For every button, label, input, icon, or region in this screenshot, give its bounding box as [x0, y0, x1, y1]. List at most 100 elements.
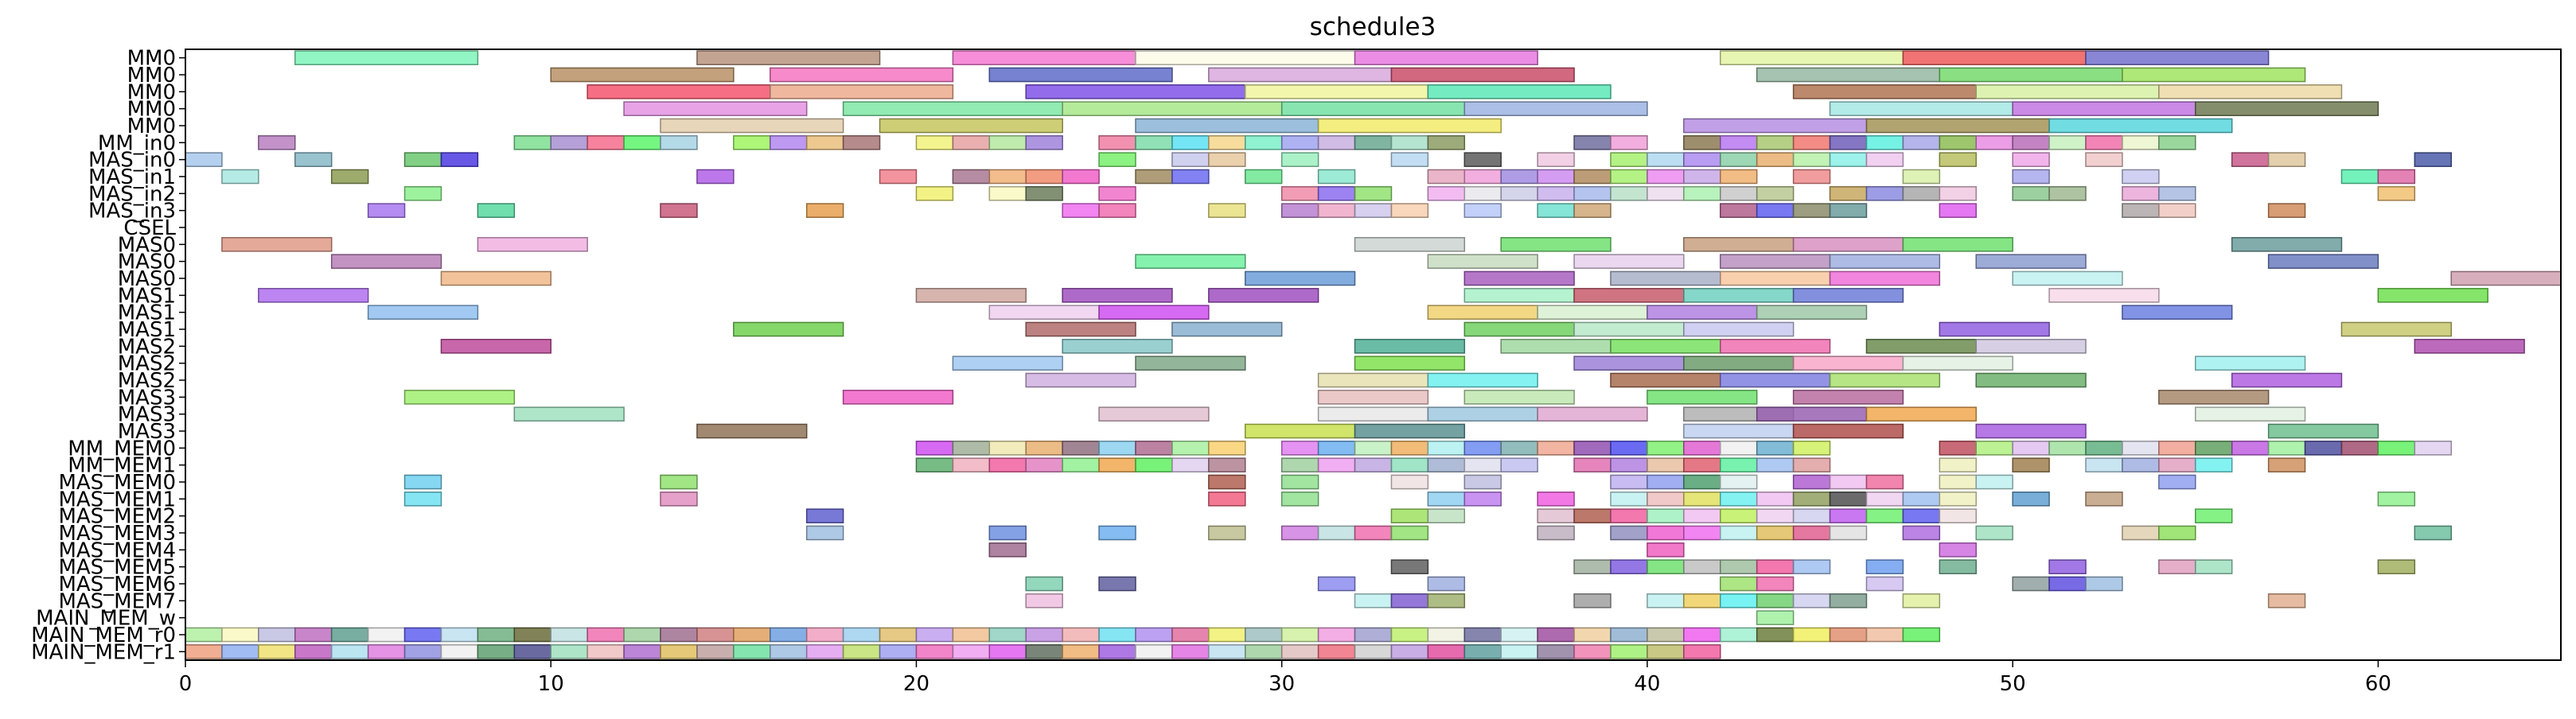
task-bar — [2377, 169, 2416, 185]
task-bar — [1317, 372, 1429, 388]
task-bar — [1720, 186, 1758, 201]
task-bar — [1647, 559, 1685, 574]
task-bar — [1683, 593, 1721, 608]
task-bar — [221, 169, 259, 185]
task-bar — [988, 67, 1173, 83]
task-bar — [1208, 441, 1246, 456]
task-bar — [2377, 441, 2416, 456]
task-bar — [1720, 525, 1758, 541]
task-bar — [1939, 508, 1977, 523]
task-bar — [660, 474, 698, 490]
task-bar — [1537, 406, 1648, 422]
row-label: MM0 — [127, 80, 176, 104]
task-bar — [1537, 525, 1575, 541]
task-bar — [1171, 169, 1210, 185]
task-bar — [1647, 627, 1685, 643]
task-bar — [403, 186, 442, 201]
x-tick-label: 50 — [2000, 672, 2026, 696]
task-bar — [1317, 406, 1429, 422]
task-bar — [1756, 525, 1795, 541]
task-bar — [2012, 169, 2050, 185]
task-bar — [294, 627, 333, 643]
task-bar — [1829, 152, 1868, 167]
task-bar — [1902, 186, 1941, 201]
task-bar — [1720, 254, 1831, 269]
task-bar — [1208, 67, 1393, 83]
task-bar — [2012, 186, 2050, 201]
task-bar — [1792, 627, 1831, 643]
task-bar — [1208, 288, 1319, 303]
task-bar — [1792, 356, 1904, 371]
task-bar — [1537, 203, 1575, 218]
task-bar — [1610, 339, 1721, 354]
task-bar — [988, 542, 1027, 558]
task-bar — [1317, 390, 1429, 405]
task-bar — [2122, 305, 2233, 320]
task-bar — [1427, 441, 1466, 456]
task-bar — [1463, 644, 1502, 659]
task-bar — [1647, 457, 1685, 472]
task-bar — [1683, 474, 1721, 490]
task-bar — [477, 237, 588, 252]
task-bar — [1756, 152, 1795, 167]
task-bar — [1939, 457, 1977, 472]
task-bar — [1792, 169, 1831, 185]
task-bar — [696, 50, 881, 65]
task-bar — [2340, 321, 2452, 337]
task-bar — [1939, 441, 1977, 456]
task-bar — [258, 644, 296, 659]
task-bar — [2267, 423, 2379, 439]
task-bar — [2085, 50, 2270, 65]
task-bar — [1463, 270, 1575, 286]
task-bar — [2122, 135, 2160, 150]
task-bar — [1865, 576, 1904, 592]
task-bar — [2267, 441, 2306, 456]
task-bar — [1537, 627, 1575, 643]
task-bar — [1427, 508, 1466, 523]
task-bar — [1537, 644, 1575, 659]
task-bar — [550, 644, 588, 659]
task-bar — [1427, 372, 1538, 388]
task-bar — [1025, 441, 1063, 456]
task-bar — [1829, 508, 1868, 523]
task-bar — [1683, 356, 1795, 371]
task-bar — [1610, 559, 1648, 574]
task-bar — [587, 84, 771, 99]
task-bar — [623, 135, 661, 150]
task-bar — [2158, 135, 2196, 150]
task-bar — [1500, 457, 1538, 472]
task-bar — [1280, 644, 1319, 659]
task-bar — [1756, 203, 1795, 218]
task-bar — [988, 644, 1027, 659]
task-bar — [1865, 152, 1904, 167]
task-bar — [1280, 203, 1319, 218]
task-bar — [2122, 169, 2160, 185]
task-bar — [1610, 627, 1648, 643]
task-bar — [1208, 492, 1246, 507]
x-tick-label: 40 — [1634, 672, 1660, 696]
x-tick-label: 10 — [538, 672, 564, 696]
task-bar — [1902, 50, 2087, 65]
task-bar — [1902, 169, 1941, 185]
task-bar — [1829, 372, 1941, 388]
task-bar — [1317, 644, 1356, 659]
task-bar — [1792, 203, 1831, 218]
task-bar — [1939, 542, 1977, 558]
task-bar — [1390, 627, 1429, 643]
task-bar — [1354, 441, 1393, 456]
task-bar — [1792, 288, 1904, 303]
task-bar — [1647, 508, 1685, 523]
task-bar — [660, 135, 698, 150]
task-bar — [330, 644, 369, 659]
task-bar — [2231, 152, 2270, 167]
task-bar — [1317, 441, 1356, 456]
x-tick-label: 30 — [1269, 672, 1295, 696]
task-bar — [1865, 339, 1977, 354]
task-bar — [1610, 474, 1648, 490]
task-bar — [2012, 152, 2050, 167]
task-bar — [1171, 135, 1210, 150]
task-bar — [2377, 492, 2416, 507]
row-label: MM0 — [127, 47, 176, 71]
task-bar — [1098, 186, 1136, 201]
task-bar — [1647, 441, 1685, 456]
